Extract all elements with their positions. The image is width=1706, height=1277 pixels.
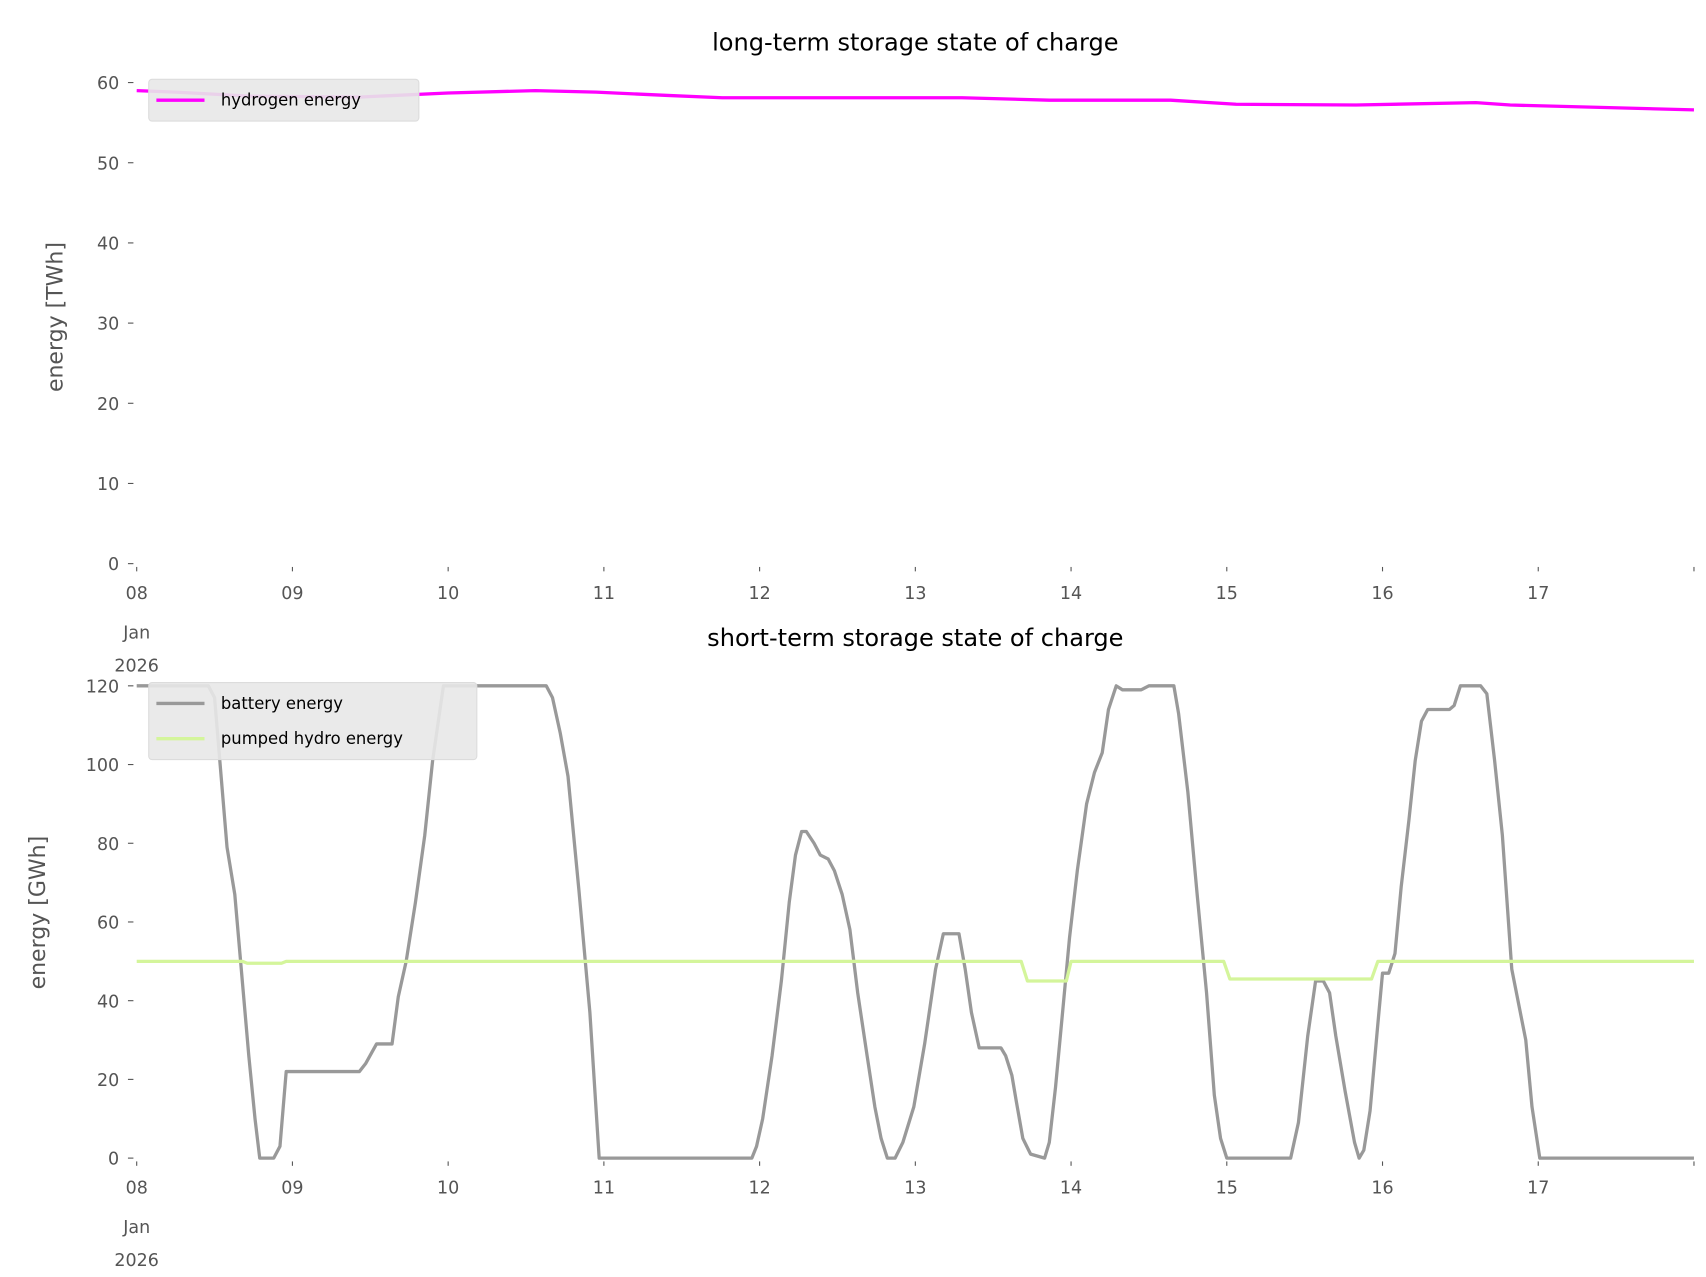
y-tick-label: 0 — [108, 555, 119, 575]
x-tick-label: 08 — [126, 1178, 148, 1198]
legend: hydrogen energy — [148, 78, 420, 122]
y-tick-label: 0 — [108, 1150, 119, 1170]
legend: battery energy pumped hydro energy — [148, 681, 478, 761]
x-tick-label: 14 — [1060, 1178, 1082, 1198]
y-tick-label: 120 — [86, 677, 119, 697]
y-tick-label: 50 — [97, 154, 119, 174]
x-tick-label: 17 — [1527, 584, 1549, 604]
x-tick-label: 17 — [1527, 1178, 1549, 1198]
x-tick-label: 15 — [1216, 1178, 1238, 1198]
legend-label: pumped hydro energy — [221, 729, 403, 748]
legend-label: battery energy — [221, 694, 343, 713]
x-tick-label: 12 — [748, 584, 770, 604]
chart-title: short-term storage state of charge — [707, 624, 1123, 652]
y-axis-label: energy [TWh] — [43, 242, 68, 392]
long-term-chart: long-term storage state of charge energy… — [43, 29, 1695, 677]
chart-title: long-term storage state of charge — [712, 29, 1118, 57]
y-axis-label: energy [GWh] — [26, 836, 51, 990]
x-tick-label: 10 — [437, 584, 459, 604]
short-term-chart: short-term storage state of charge energ… — [26, 624, 1695, 1271]
x-tick-label: 13 — [904, 584, 926, 604]
x-tick-label: 09 — [281, 1178, 303, 1198]
y-tick-label: 60 — [97, 914, 119, 934]
legend-box — [148, 78, 420, 122]
y-tick-label: 100 — [86, 756, 119, 776]
x-tick-label: 16 — [1371, 1178, 1393, 1198]
x-tick-month: Jan — [122, 623, 150, 643]
y-tick-label: 20 — [97, 395, 119, 415]
x-tick-label: 12 — [748, 1178, 770, 1198]
y-tick-label: 80 — [97, 835, 119, 855]
x-tick-label: 08 — [126, 584, 148, 604]
y-tick-label: 20 — [97, 1071, 119, 1091]
x-tick-label: 10 — [437, 1178, 459, 1198]
x-tick-label: 11 — [593, 584, 615, 604]
x-tick-label: 15 — [1216, 584, 1238, 604]
x-tick-label: 11 — [593, 1178, 615, 1198]
y-tick-label: 30 — [97, 315, 119, 335]
x-tick-year: 2026 — [114, 656, 159, 676]
x-tick-label: 09 — [281, 584, 303, 604]
x-tick-label: 14 — [1060, 584, 1082, 604]
x-tick-year: 2026 — [114, 1251, 159, 1271]
series-line-pumped-hydro-energy — [136, 959, 1694, 983]
x-tick-label: 13 — [904, 1178, 926, 1198]
y-tick-label: 40 — [97, 992, 119, 1012]
x-tick-month: Jan — [122, 1218, 150, 1238]
y-tick-label: 10 — [97, 475, 119, 495]
legend-box — [148, 681, 478, 761]
legend-label: hydrogen energy — [221, 91, 361, 110]
y-tick-label: 40 — [97, 234, 119, 254]
y-tick-label: 60 — [97, 74, 119, 94]
x-tick-label: 16 — [1371, 584, 1393, 604]
